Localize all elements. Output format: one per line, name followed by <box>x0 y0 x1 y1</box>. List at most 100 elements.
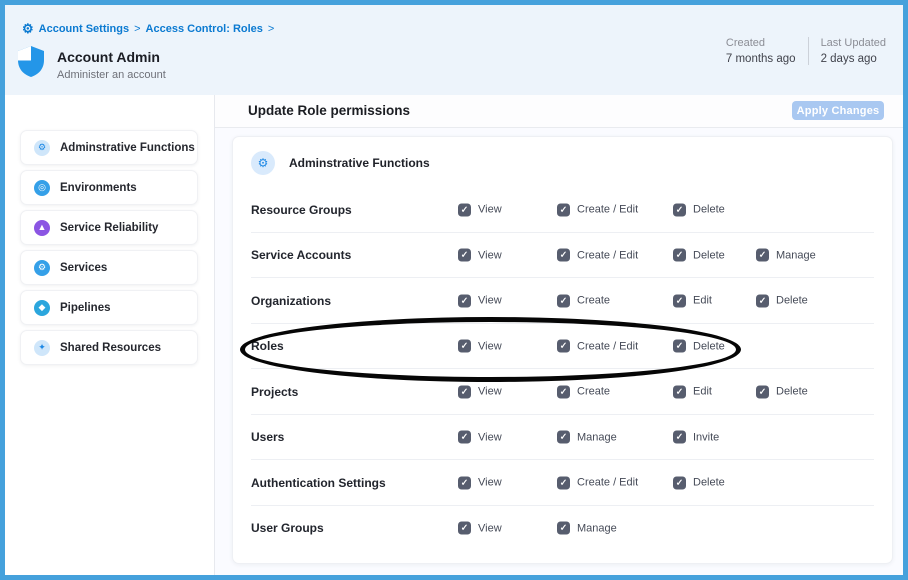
checkbox-checked-icon[interactable]: ✓ <box>557 476 570 490</box>
permission-users-invite[interactable]: ✓ Invite <box>673 430 719 444</box>
sidebar-item-environments[interactable]: ◎ Environments <box>20 170 198 205</box>
resource-name: Users <box>251 430 285 445</box>
permission-organizations-create[interactable]: ✓ Create <box>557 294 610 308</box>
permission-label: View <box>478 476 502 489</box>
checkbox-checked-icon[interactable]: ✓ <box>673 203 686 217</box>
services-icon: ⚙ <box>34 259 50 276</box>
permission-organizations-view[interactable]: ✓ View <box>458 294 502 308</box>
permission-authentication-settings-view[interactable]: ✓ View <box>458 476 502 490</box>
breadcrumb-link-account-settings[interactable]: Account Settings <box>38 22 130 35</box>
permission-resource-groups-create-edit[interactable]: ✓ Create / Edit <box>557 203 639 217</box>
checkbox-checked-icon[interactable]: ✓ <box>557 203 570 217</box>
checkbox-checked-icon[interactable]: ✓ <box>673 385 686 399</box>
permission-label: Edit <box>693 294 712 307</box>
checkbox-checked-icon[interactable]: ✓ <box>458 339 471 353</box>
checkbox-checked-icon[interactable]: ✓ <box>756 248 769 262</box>
permission-label: View <box>478 249 502 262</box>
checkbox-checked-icon[interactable]: ✓ <box>673 248 686 262</box>
sidebar-item-label: Adminstrative Functions <box>60 141 195 154</box>
permission-authentication-settings-delete[interactable]: ✓ Delete <box>673 476 725 490</box>
permission-user-groups-view[interactable]: ✓ View <box>458 521 502 535</box>
permission-label: Delete <box>693 476 725 489</box>
permission-label: Manage <box>577 431 617 444</box>
permission-label: Delete <box>693 203 725 216</box>
permission-row-service-accounts: Service Accounts ✓ View ✓ Create / Edit ✓ Dele… <box>233 233 892 279</box>
panel-header: Update Role permissions Apply Changes <box>215 95 903 128</box>
permission-row-projects: Projects ✓ View ✓ Create ✓ Edit ✓ Delete <box>233 369 892 415</box>
page-header: ⚙ Account Settings > Access Control: Rol… <box>5 5 903 95</box>
sidebar-item-service-reliability[interactable]: ▲ Service Reliability <box>20 210 198 245</box>
gear-icon: ⚙ <box>34 139 50 156</box>
permission-organizations-delete[interactable]: ✓ Delete <box>756 294 808 308</box>
permission-row-authentication-settings: Authentication Settings ✓ View ✓ Create / Ed… <box>233 460 892 506</box>
permissions-rows: Resource Groups ✓ View ✓ Create / Edit ✓ Delet… <box>233 187 892 551</box>
permission-label: View <box>478 340 502 353</box>
sidebar-item-adminstrative-functions[interactable]: ⚙ Adminstrative Functions <box>20 130 198 165</box>
sidebar-item-pipelines[interactable]: ◆ Pipelines <box>20 290 198 325</box>
permissions-card: ⚙ Adminstrative Functions Resource Group… <box>232 136 893 564</box>
permission-user-groups-manage[interactable]: ✓ Manage <box>557 521 617 535</box>
panel-title: Update Role permissions <box>248 103 411 118</box>
permission-projects-create[interactable]: ✓ Create <box>557 385 611 399</box>
breadcrumb-link-access-control-roles[interactable]: Access Control: Roles <box>145 22 263 35</box>
permission-projects-delete[interactable]: ✓ Delete <box>756 385 808 399</box>
permission-label: Delete <box>693 340 725 353</box>
checkbox-checked-icon[interactable]: ✓ <box>458 248 471 262</box>
checkbox-checked-icon[interactable]: ✓ <box>673 430 686 444</box>
checkbox-checked-icon[interactable]: ✓ <box>458 385 471 399</box>
checkbox-checked-icon[interactable]: ✓ <box>557 385 570 399</box>
permission-service-accounts-view[interactable]: ✓ View <box>458 248 502 262</box>
checkbox-checked-icon[interactable]: ✓ <box>557 339 570 353</box>
checkbox-checked-icon[interactable]: ✓ <box>557 430 570 444</box>
permission-service-accounts-delete[interactable]: ✓ Delete <box>673 248 725 262</box>
permission-resource-groups-delete[interactable]: ✓ Delete <box>673 203 725 217</box>
permission-users-manage[interactable]: ✓ Manage <box>557 430 617 444</box>
resource-name: Organizations <box>251 293 332 308</box>
permission-label: Delete <box>776 294 808 307</box>
checkbox-checked-icon[interactable]: ✓ <box>458 294 471 308</box>
page-subtitle: Administer an account <box>57 69 166 81</box>
permission-roles-view[interactable]: ✓ View <box>458 339 502 353</box>
permission-label: Create / Edit <box>577 203 639 216</box>
permission-users-view[interactable]: ✓ View <box>458 430 502 444</box>
permission-row-resource-groups: Resource Groups ✓ View ✓ Create / Edit ✓ Delet… <box>233 187 892 233</box>
permission-resource-groups-view[interactable]: ✓ View <box>458 203 502 217</box>
checkbox-checked-icon[interactable]: ✓ <box>458 203 471 217</box>
permission-label: Create <box>577 385 611 398</box>
role-shield-icon <box>16 45 46 78</box>
sidebar-item-shared-resources[interactable]: ✦ Shared Resources <box>20 330 198 365</box>
checkbox-checked-icon[interactable]: ✓ <box>458 521 471 535</box>
resource-name: Service Accounts <box>251 248 352 263</box>
permission-projects-edit[interactable]: ✓ Edit <box>673 385 712 399</box>
checkbox-checked-icon[interactable]: ✓ <box>673 339 686 353</box>
resource-name: User Groups <box>251 521 324 536</box>
checkbox-checked-icon[interactable]: ✓ <box>557 521 570 535</box>
checkbox-checked-icon[interactable]: ✓ <box>756 294 769 308</box>
checkbox-checked-icon[interactable]: ✓ <box>756 385 769 399</box>
permission-label: Create / Edit <box>577 476 639 489</box>
permission-label: View <box>478 203 502 216</box>
permission-label: Delete <box>776 385 808 398</box>
permission-roles-create-edit[interactable]: ✓ Create / Edit <box>557 339 638 353</box>
apply-changes-button[interactable]: Apply Changes <box>792 101 884 120</box>
permission-label: View <box>478 294 502 307</box>
permission-label: Manage <box>577 522 617 535</box>
checkbox-checked-icon[interactable]: ✓ <box>458 476 471 490</box>
checkbox-checked-icon[interactable]: ✓ <box>673 476 686 490</box>
checkbox-checked-icon[interactable]: ✓ <box>557 294 570 308</box>
permission-service-accounts-manage[interactable]: ✓ Manage <box>756 248 816 262</box>
sidebar-list: ⚙ Adminstrative Functions ◎ Environments ▲ Se… <box>20 130 198 365</box>
pipelines-icon: ◆ <box>34 299 50 316</box>
permission-projects-view[interactable]: ✓ View <box>458 385 502 399</box>
environments-icon: ◎ <box>34 179 50 196</box>
sidebar-item-services[interactable]: ⚙ Services <box>20 250 198 285</box>
permission-authentication-settings-create-edit[interactable]: ✓ Create / Edit <box>557 476 639 490</box>
checkbox-checked-icon[interactable]: ✓ <box>458 430 471 444</box>
checkbox-checked-icon[interactable]: ✓ <box>673 294 686 308</box>
breadcrumb-separator: > <box>267 22 275 35</box>
sidebar-main-divider <box>214 95 215 575</box>
permission-service-accounts-create-edit[interactable]: ✓ Create / Edit <box>557 248 638 262</box>
permission-roles-delete[interactable]: ✓ Delete <box>673 339 725 353</box>
checkbox-checked-icon[interactable]: ✓ <box>557 248 570 262</box>
permission-organizations-edit[interactable]: ✓ Edit <box>673 294 712 308</box>
